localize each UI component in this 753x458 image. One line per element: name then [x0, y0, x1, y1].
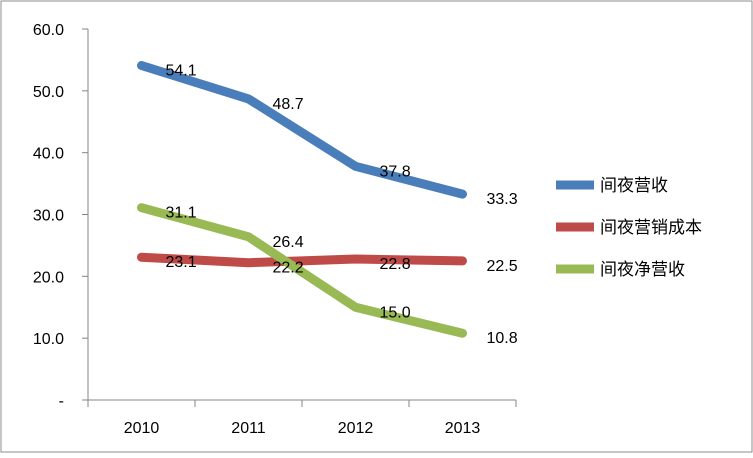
series-line-1	[137, 61, 467, 199]
y-tick-label: 40.0	[33, 146, 64, 163]
data-label: 15.0	[380, 304, 411, 321]
y-tick-label: -	[59, 393, 64, 410]
data-labels: 54.1 48.7 37.8 33.3 23.1 22.2 22.8 22.5 31.1 26.4…	[166, 62, 518, 347]
data-label: 22.8	[380, 256, 411, 273]
y-tick-label: 30.0	[33, 208, 64, 225]
legend-label: 间夜营收	[600, 176, 668, 195]
legend-label: 间夜营销成本	[600, 218, 702, 237]
x-tick-label: 2012	[338, 420, 374, 437]
series-line-3	[137, 203, 467, 338]
y-axis-ticks: - 10.0 20.0 30.0 40.0 50.0 60.0	[33, 22, 88, 410]
data-label: 26.4	[273, 234, 304, 251]
y-tick-label: 20.0	[33, 269, 64, 286]
y-tick-label: 60.0	[33, 22, 64, 39]
x-tick-label: 2013	[445, 420, 481, 437]
data-label: 31.1	[166, 205, 197, 222]
data-label: 37.8	[380, 163, 411, 180]
legend-label: 间夜净营收	[600, 260, 685, 279]
data-label: 22.2	[273, 260, 304, 277]
data-label: 22.5	[487, 258, 518, 275]
data-label: 54.1	[166, 62, 197, 79]
x-tick-label: 2011	[231, 420, 266, 437]
data-label: 33.3	[487, 191, 518, 208]
data-label: 23.1	[166, 254, 197, 271]
x-tick-label: 2010	[124, 420, 160, 437]
y-tick-label: 10.0	[33, 331, 64, 348]
y-tick-label: 50.0	[33, 84, 64, 101]
x-axis-ticks: 2010 2011 2012 2013	[87, 400, 517, 437]
series-line-2	[137, 252, 467, 268]
data-label: 48.7	[273, 96, 304, 113]
data-label: 10.8	[487, 330, 518, 347]
series-lines	[137, 61, 467, 338]
